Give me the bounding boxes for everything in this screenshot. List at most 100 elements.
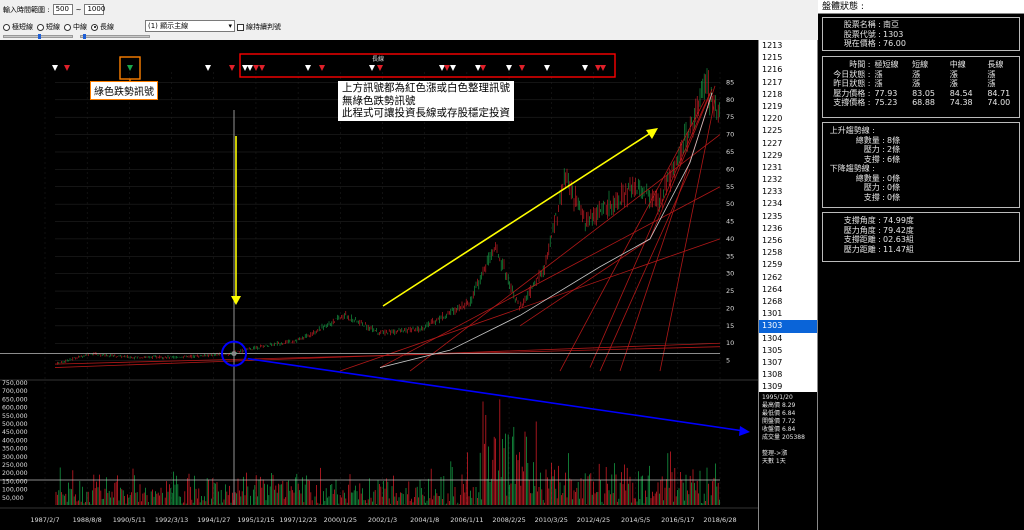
stock-list-item[interactable]: 1229 bbox=[762, 150, 783, 160]
stock-list-item[interactable]: 1217 bbox=[762, 77, 783, 87]
signal-marker bbox=[305, 65, 311, 71]
stock-list-item[interactable]: 1307 bbox=[762, 357, 783, 367]
range-to-input[interactable]: 1000 bbox=[84, 4, 105, 15]
status-cell: 漲 bbox=[949, 69, 958, 79]
display-select[interactable]: (1) 顯示主線 ▾ bbox=[145, 20, 235, 32]
radio-short[interactable] bbox=[37, 23, 44, 31]
col-ultra-short: 極短線 bbox=[874, 60, 899, 69]
stock-list-item[interactable]: 1258 bbox=[762, 248, 783, 258]
stock-list-item[interactable]: 1256 bbox=[762, 236, 783, 245]
trend-line bbox=[589, 92, 711, 368]
range-from-input[interactable]: 500 bbox=[52, 4, 73, 15]
kv-value: 02.63組 bbox=[883, 235, 914, 244]
price-tick-label: 10 bbox=[726, 339, 734, 347]
volume-tick-label: 100,000 bbox=[2, 487, 28, 494]
support-curve bbox=[379, 92, 713, 368]
range-slider-1[interactable] bbox=[3, 34, 73, 39]
volume-tick-label: 250,000 bbox=[2, 462, 28, 469]
stock-list-item[interactable]: 1219 bbox=[762, 101, 783, 111]
price-chart[interactable]: 85 80 75 70 65 60 55 50 45 40 35 30 25 20 15 10 5 750,000… bbox=[0, 40, 758, 530]
angles-row: 壓力距離 :11.47組 bbox=[823, 245, 1019, 255]
stock-list-item[interactable]: 1262 bbox=[762, 272, 783, 282]
price-tick-label: 15 bbox=[726, 322, 734, 330]
yellow-arrow-up bbox=[382, 131, 653, 307]
radio-ultra-short-label: 極短線 bbox=[12, 23, 33, 31]
trend-line bbox=[519, 238, 651, 327]
range-slider-2[interactable] bbox=[80, 34, 150, 39]
chart-canvas[interactable]: 85 80 75 70 65 60 55 50 45 40 35 30 25 20 15 10 5 750,000… bbox=[0, 40, 758, 530]
angles-row: 支撐角度 :74.99度 bbox=[823, 216, 1019, 226]
trend-line bbox=[379, 186, 721, 368]
stock-list-item[interactable]: 1225 bbox=[762, 126, 783, 136]
stock-list-item[interactable]: 1232 bbox=[762, 175, 783, 185]
trend-line bbox=[649, 89, 713, 240]
bar-info-box: 1995/1/20 最高價 8.29 最低價 6.84 開盤價 7.72 收盤價 6.84 成交… bbox=[758, 392, 818, 530]
radio-long[interactable] bbox=[91, 23, 98, 31]
kv-key: 壓力 : bbox=[863, 183, 885, 192]
price-tick-label: 60 bbox=[726, 165, 734, 173]
kv-key: 支撐角度 : bbox=[843, 216, 881, 225]
col-short: 短線 bbox=[912, 60, 929, 69]
radio-medium[interactable] bbox=[64, 23, 71, 31]
date-tick-label: 1988/8/8 bbox=[73, 516, 102, 524]
trend-checkbox[interactable] bbox=[237, 23, 244, 31]
display-select-value: (1) 顯示主線 bbox=[148, 22, 189, 30]
slider-thumb[interactable] bbox=[38, 34, 41, 39]
kv-value: 8條 bbox=[887, 135, 901, 145]
stock-list-item[interactable]: 1309 bbox=[762, 382, 783, 392]
stock-list-item[interactable]: 1304 bbox=[762, 333, 783, 343]
status-row: 昨日狀態 :漲漲漲漲 bbox=[823, 79, 1019, 89]
stock-list-item[interactable]: 1305 bbox=[762, 345, 783, 355]
stock-list-item[interactable]: 1301 bbox=[762, 309, 783, 319]
price-tick-label: 50 bbox=[726, 200, 734, 208]
radio-short-label: 短線 bbox=[46, 23, 60, 31]
status-cell: 漲 bbox=[949, 79, 958, 88]
stock-list-item[interactable]: 1234 bbox=[762, 199, 783, 209]
note-line-2: 無綠色跌勢訊號 bbox=[342, 94, 416, 107]
trend-line bbox=[559, 99, 706, 372]
signal-box-label: 長線 bbox=[372, 55, 384, 63]
stock-list-item[interactable]: 1264 bbox=[762, 284, 783, 294]
stock-list-item[interactable]: 1231 bbox=[762, 162, 783, 172]
stock-list-item[interactable]: 1233 bbox=[762, 187, 783, 197]
signal-marker bbox=[242, 65, 248, 71]
trend-section: 上升趨勢線 : 總數量 :8條 壓力 :2條 支撐 :6條 下降趨勢線 : 總數量 … bbox=[822, 122, 1020, 208]
stock-list-item[interactable]: 1303 bbox=[759, 320, 817, 333]
status-cell: 84.71 bbox=[987, 88, 1011, 98]
col-long: 長線 bbox=[987, 60, 1004, 69]
stock-list-item[interactable]: 1213 bbox=[762, 41, 783, 50]
info-key: 最高價 bbox=[762, 402, 781, 409]
range-row: 輸入時間範圍 : 500 ~ 1000 bbox=[3, 4, 105, 15]
stock-list-item[interactable]: 1220 bbox=[762, 114, 783, 124]
stock-list-item[interactable]: 1259 bbox=[762, 260, 783, 270]
status-cell: 漲 bbox=[874, 79, 883, 88]
stock-list-item[interactable]: 1268 bbox=[762, 296, 783, 306]
stock-list-item[interactable]: 1308 bbox=[762, 370, 783, 380]
kv-value: 0條 bbox=[887, 183, 901, 192]
stock-list-item[interactable]: 1236 bbox=[762, 223, 783, 233]
slider-thumb[interactable] bbox=[83, 34, 86, 39]
status-row-label: 今日狀態 : bbox=[833, 69, 871, 79]
stock-list-item[interactable]: 1216 bbox=[762, 65, 783, 75]
stock-list-item[interactable]: 1227 bbox=[762, 138, 783, 148]
status-table: 時間 : 極短線 短線 中線 長線 今日狀態 : 漲漲漲漲昨日狀態 : 漲漲漲漲壓力… bbox=[822, 56, 1020, 118]
signal-marker bbox=[127, 65, 133, 71]
radio-medium-label: 中線 bbox=[73, 23, 87, 31]
date-tick-label: 2010/3/25 bbox=[535, 516, 568, 524]
date-tick-label: 1987/2/7 bbox=[30, 516, 59, 524]
radio-ultra-short[interactable] bbox=[3, 23, 10, 31]
status-cell: 漲 bbox=[912, 79, 921, 88]
kv-value: 74.99度 bbox=[883, 216, 914, 225]
kv-key: 壓力距離 : bbox=[843, 244, 881, 254]
stock-list[interactable]: 1213 1215 1216 1217 1218 1219 1220 1225 1227 1229… bbox=[758, 40, 818, 392]
stock-list-item[interactable]: 1215 bbox=[762, 53, 783, 63]
price-tick-label: 30 bbox=[726, 270, 734, 278]
stock-list-item[interactable]: 1218 bbox=[762, 89, 783, 99]
volume-tick-label: 600,000 bbox=[2, 405, 28, 412]
signal-marker bbox=[369, 65, 375, 71]
status-cell: 68.88 bbox=[912, 98, 935, 107]
date-tick-label: 1992/3/13 bbox=[155, 516, 188, 524]
signal-marker bbox=[439, 65, 445, 71]
stock-list-item[interactable]: 1235 bbox=[762, 211, 783, 221]
annotation-note: 上方訊號都為紅色漲或白色整理訊號 無綠色跌勢訊號 此程式可讓投資長線或存股穩定投… bbox=[338, 81, 514, 121]
